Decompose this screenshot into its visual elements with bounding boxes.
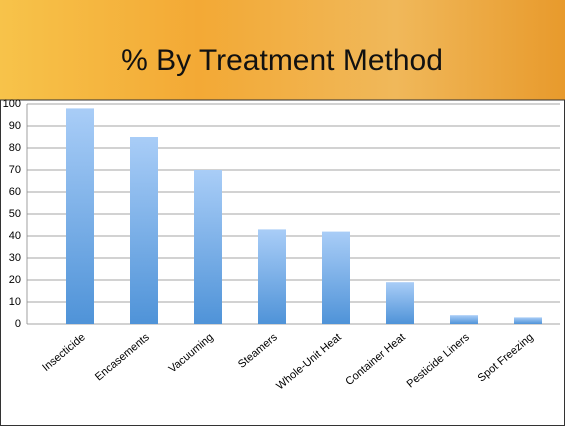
bar <box>322 231 350 324</box>
y-tick-label: 20 <box>9 274 21 286</box>
y-tick-label: 10 <box>9 296 21 308</box>
x-tick-label: Container Heat <box>343 331 407 388</box>
bar <box>258 229 286 324</box>
x-tick-label: Insecticide <box>40 331 88 374</box>
bar <box>194 170 222 324</box>
y-tick-label: 70 <box>9 164 21 176</box>
y-tick-label: 80 <box>9 142 21 154</box>
x-tick-label: Pesticide Liners <box>405 331 473 390</box>
x-tick-label: Steamers <box>236 331 280 371</box>
x-tick-label: Whole-Unit Heat <box>274 331 344 392</box>
y-tick-label: 60 <box>9 186 21 198</box>
x-tick-label: Encasements <box>93 331 152 383</box>
x-tick-label: Spot Freezing <box>476 331 536 384</box>
y-tick-label: 100 <box>3 98 21 110</box>
bar <box>386 282 414 324</box>
y-tick-label: 50 <box>9 208 21 220</box>
chart-title: % By Treatment Method <box>121 44 443 77</box>
header-banner <box>0 0 565 100</box>
y-tick-label: 30 <box>9 252 21 264</box>
bar <box>514 317 542 324</box>
y-tick-label: 0 <box>15 318 21 330</box>
x-tick-label: Vacuuming <box>167 331 216 375</box>
y-tick-label: 90 <box>9 120 21 132</box>
bar <box>450 315 478 324</box>
bar <box>66 108 94 325</box>
bar <box>130 137 158 324</box>
y-tick-label: 40 <box>9 230 21 242</box>
